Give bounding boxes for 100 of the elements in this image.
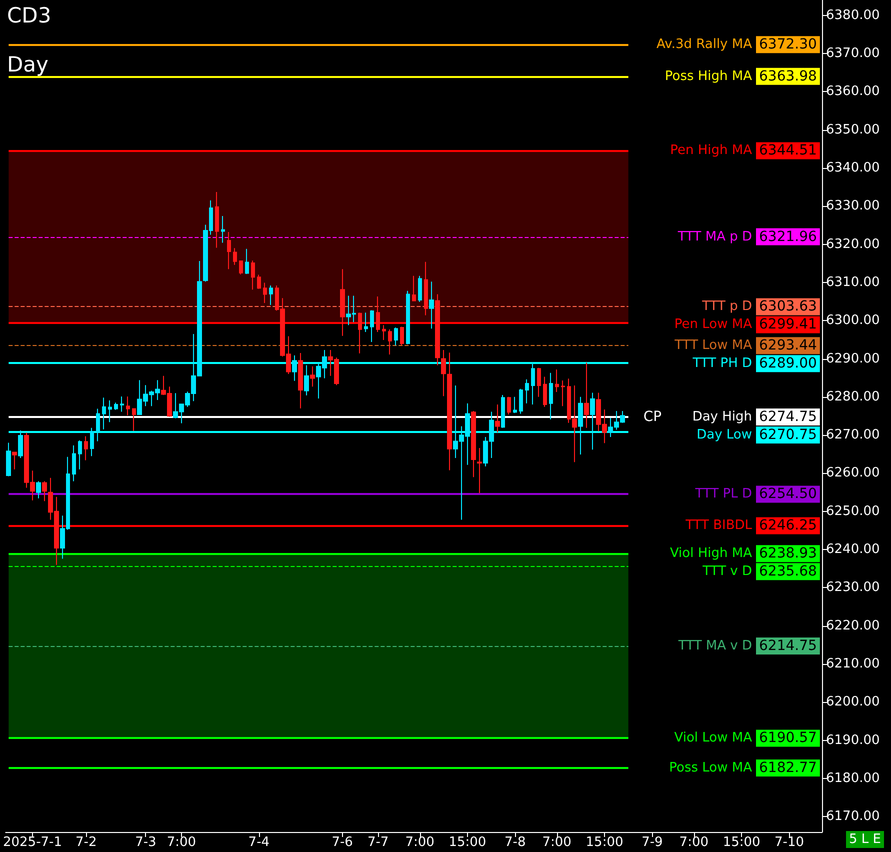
candlestick [227, 232, 231, 270]
y-tick-label: 6190.00 [826, 732, 880, 748]
ref-line-label: TTT BIBDL [684, 518, 753, 534]
ref-line-label: TTT PH D [692, 356, 752, 372]
candlestick [477, 448, 482, 494]
text: Day [7, 52, 48, 76]
candlestick [239, 260, 243, 275]
x-tick-label: 15:00 [448, 835, 486, 850]
ref-line-label: Viol High MA [670, 546, 752, 562]
ref-line-label: Poss Low MA [669, 760, 752, 776]
x-tick-label: 2025-7-1 [2, 835, 62, 850]
y-tick-label: 6360.00 [826, 84, 880, 100]
candlestick [269, 284, 273, 306]
candlestick [537, 367, 541, 398]
y-tick-label: 6380.00 [826, 8, 880, 23]
y-tick-label: 6280.00 [826, 389, 880, 404]
candlestick [412, 275, 416, 302]
candlestick [370, 310, 374, 342]
candlestick [126, 396, 130, 416]
candlestick [78, 440, 82, 470]
y-tick-label: 6200.00 [826, 694, 880, 710]
candlestick [418, 275, 422, 302]
annotation: 6214.75 [759, 638, 817, 654]
x-tick-label: 7:00 [405, 835, 434, 850]
annotation: 6372.30 [759, 36, 817, 53]
x-tick-label: 7:00 [542, 835, 572, 850]
candlestick [114, 402, 118, 410]
candlestick [447, 352, 452, 471]
candlestick [424, 261, 428, 316]
candlestick [364, 312, 368, 333]
candlestick [584, 362, 589, 428]
annotation: CP [643, 408, 662, 425]
candlestick [590, 392, 595, 450]
ref-line-label: TTT p D [701, 299, 752, 314]
candlestick [406, 290, 410, 345]
candlestick [251, 260, 255, 290]
y-tick-label: 6370.00 [826, 46, 880, 61]
candlestick [358, 312, 362, 354]
candlestick [215, 191, 219, 248]
y-tick-label: 6230.00 [826, 580, 880, 596]
candlestick [382, 324, 386, 341]
ref-line-label: TTT MA v D [677, 638, 752, 654]
candlestick [233, 248, 237, 266]
annotation: 6363.98 [759, 68, 817, 84]
candlestick [263, 282, 267, 304]
x-tick-label: 7-2 [75, 835, 97, 850]
y-tick-label: 6220.00 [826, 618, 880, 634]
y-tick-label: 6350.00 [826, 122, 880, 138]
annotation: 6344.51 [759, 142, 817, 159]
candlestick [495, 404, 500, 433]
y-tick-label: 6310.00 [826, 274, 880, 290]
candlestick [578, 396, 583, 456]
y-tick-label: 6330.00 [826, 198, 880, 214]
x-tick-label: 15:00 [722, 835, 760, 850]
ref-line-label: TTT Low MA [674, 338, 752, 354]
candlestick [90, 427, 94, 457]
annotation: 6270.75 [759, 426, 817, 443]
annotation: 6182.77 [759, 760, 817, 776]
candlestick [400, 326, 404, 346]
candlestick [36, 480, 41, 499]
candlestick [376, 296, 380, 333]
x-tick-label: 7:00 [679, 835, 708, 850]
candlestick [6, 442, 11, 477]
annotation: 6303.63 [759, 298, 817, 315]
x-tick-label: 7:00 [166, 835, 196, 850]
candlestick [501, 394, 505, 428]
ref-line-label: Pen Low MA [674, 317, 752, 332]
ref-line-label: TTT PL D [694, 486, 752, 502]
chart-title: CD3 [7, 4, 52, 28]
annotation: 6254.50 [759, 486, 817, 502]
candlestick [132, 408, 136, 432]
x-tick-label: 7-4 [248, 835, 270, 850]
y-tick-label: 6210.00 [826, 656, 880, 672]
candlestick [292, 354, 297, 382]
candlestick [245, 248, 249, 275]
ref-line-label: Pen High MA [670, 143, 752, 158]
annotation: 6190.57 [759, 730, 817, 746]
annotation: 6289.00 [759, 356, 817, 372]
annotation: 6274.75 [759, 408, 817, 425]
candlestick [18, 430, 23, 458]
ref-line-label: Day High [692, 409, 752, 424]
y-tick-label: 6320.00 [826, 236, 880, 252]
y-tick-label: 6270.00 [826, 428, 880, 443]
candlestick [310, 366, 315, 388]
x-tick-label: 7-6 [332, 835, 353, 850]
x-tick-label: 7-3 [135, 835, 156, 850]
annotation: 6299.41 [759, 316, 817, 333]
candlestick [471, 410, 476, 478]
candlestick [257, 274, 261, 290]
candlestick [388, 328, 392, 356]
candlestick [298, 352, 303, 409]
candlestick [304, 364, 309, 396]
candlestick [84, 436, 88, 461]
candlestick [340, 268, 345, 336]
y-tick-label: 6300.00 [826, 313, 880, 328]
candlestick [120, 396, 124, 412]
candlestick [561, 380, 565, 407]
annotation: 6246.25 [759, 518, 817, 534]
candlestick [42, 480, 47, 502]
annotation: 6238.93 [759, 546, 817, 562]
